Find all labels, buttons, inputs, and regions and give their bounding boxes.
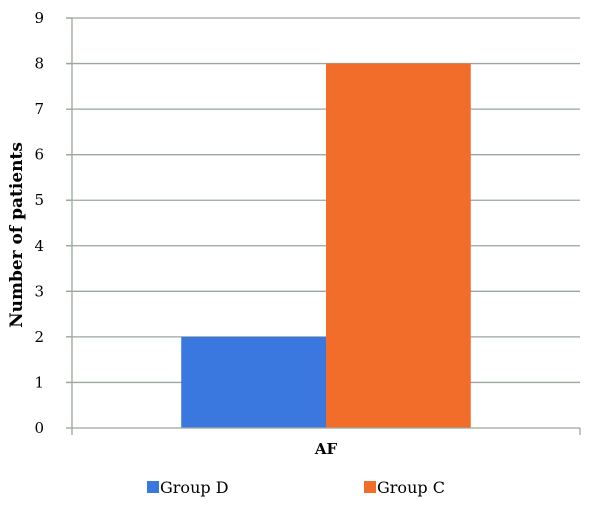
x-axis-labels: AF [314, 440, 338, 458]
x-category-label: AF [314, 440, 338, 458]
legend: Group D Group C [147, 478, 445, 497]
y-tick-label: 4 [34, 237, 44, 255]
y-tick-label: 8 [34, 55, 44, 73]
y-tick-label: 0 [34, 419, 44, 437]
legend-swatch [364, 481, 376, 493]
y-tick-label: 3 [34, 282, 44, 300]
y-tick-label: 5 [34, 191, 44, 209]
legend-label: Group C [377, 478, 445, 497]
bar-group-c [326, 63, 471, 429]
legend-label: Group D [160, 478, 229, 497]
y-tick-label: 6 [34, 146, 44, 164]
legend-swatch [147, 481, 159, 493]
bar-group-d [181, 336, 326, 428]
y-axis-title: Number of patients [7, 142, 27, 328]
bars [181, 63, 471, 429]
y-tick-label: 7 [34, 100, 44, 118]
y-tick-label: 9 [34, 9, 44, 27]
gridlines [66, 17, 580, 384]
y-tick-label: 2 [34, 328, 44, 346]
y-tick-label: 1 [34, 373, 44, 391]
y-axis-ticks: 0 1 2 3 4 5 6 7 8 9 [34, 9, 581, 437]
